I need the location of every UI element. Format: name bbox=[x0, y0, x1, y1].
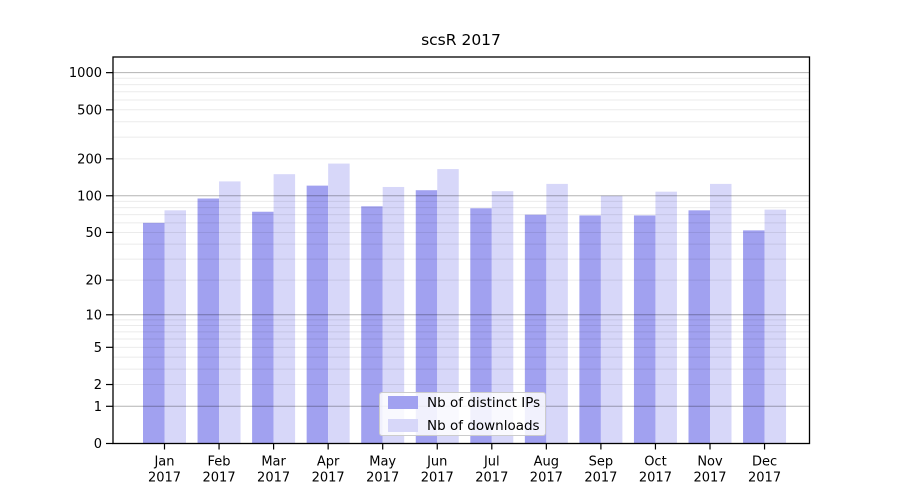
x-tick-label-month-jul: Jul bbox=[483, 455, 500, 470]
x-tick-label-year-jan: 2017 bbox=[148, 471, 181, 486]
legend-swatch-downloads bbox=[388, 419, 418, 432]
legend-swatch-distinct-ips bbox=[388, 396, 418, 409]
bar-distinct-ips-nov bbox=[688, 210, 710, 444]
bar-distinct-ips-jun bbox=[415, 190, 438, 444]
x-tick-label-year-mar: 2017 bbox=[257, 471, 290, 486]
bar-distinct-ips-mar bbox=[252, 211, 274, 444]
bar-downloads-jan bbox=[164, 210, 186, 444]
bar-distinct-ips-sep bbox=[579, 215, 601, 444]
legend-item-downloads: Nb of downloads bbox=[388, 418, 545, 434]
legend-label-downloads: Nb of downloads bbox=[427, 417, 540, 434]
x-tick-label-year-may: 2017 bbox=[366, 471, 399, 486]
y-tick-label-5: 5 bbox=[94, 341, 102, 356]
x-tick-label-month-apr: Apr bbox=[317, 455, 340, 470]
bar-distinct-ips-aug bbox=[524, 214, 547, 444]
y-tick-label-100: 100 bbox=[77, 189, 102, 204]
bar-distinct-ips-feb bbox=[197, 198, 220, 444]
legend: Nb of distinct IPs Nb of downloads bbox=[379, 392, 546, 436]
y-tick-label-1: 1 bbox=[94, 400, 102, 415]
x-tick-label-year-oct: 2017 bbox=[639, 471, 672, 486]
x-tick-label-month-dec: Dec bbox=[752, 455, 777, 470]
bar-downloads-may bbox=[382, 186, 405, 444]
bar-distinct-ips-apr bbox=[306, 185, 329, 444]
gridlines-group bbox=[113, 72, 810, 407]
bar-distinct-ips-jan bbox=[143, 222, 165, 444]
y-tick-label-10: 10 bbox=[85, 308, 102, 323]
x-tick-label-year-sep: 2017 bbox=[584, 471, 617, 486]
x-tick-label-month-aug: Aug bbox=[534, 455, 559, 470]
x-tick-label-month-feb: Feb bbox=[208, 455, 231, 470]
x-tick-label-month-may: May bbox=[369, 455, 396, 470]
bar-downloads-nov bbox=[710, 183, 732, 444]
x-tick-label-year-feb: 2017 bbox=[203, 471, 236, 486]
y-tick-label-50: 50 bbox=[85, 226, 102, 241]
bar-distinct-ips-dec bbox=[743, 230, 765, 444]
legend-item-distinct-ips: Nb of distinct IPs bbox=[388, 395, 545, 411]
x-tick-label-year-apr: 2017 bbox=[312, 471, 345, 486]
bar-downloads-feb bbox=[219, 181, 241, 444]
x-tick-label-month-mar: Mar bbox=[261, 455, 286, 470]
bars-group bbox=[143, 163, 787, 444]
bar-downloads-sep bbox=[600, 195, 623, 444]
x-tick-label-year-jun: 2017 bbox=[421, 471, 454, 486]
y-tick-label-500: 500 bbox=[77, 103, 102, 118]
x-tick-label-month-nov: Nov bbox=[697, 455, 723, 470]
bar-downloads-aug bbox=[546, 183, 568, 444]
bar-downloads-jun bbox=[437, 169, 459, 444]
bar-downloads-apr bbox=[328, 163, 350, 444]
bar-downloads-oct bbox=[655, 191, 677, 444]
legend-label-distinct-ips: Nb of distinct IPs bbox=[427, 394, 541, 411]
y-tick-label-2: 2 bbox=[94, 378, 102, 393]
y-tick-label-1000: 1000 bbox=[69, 66, 102, 81]
bar-distinct-ips-oct bbox=[633, 215, 656, 444]
x-tick-label-year-dec: 2017 bbox=[748, 471, 781, 486]
bar-downloads-jul bbox=[491, 191, 514, 444]
x-tick-label-month-jan: Jan bbox=[153, 455, 174, 470]
plot-frame bbox=[112, 56, 811, 445]
x-tick-label-month-jun: Jun bbox=[426, 455, 447, 470]
y-tick-label-0: 0 bbox=[94, 437, 102, 452]
x-tick-label-month-sep: Sep bbox=[589, 455, 614, 470]
y-tick-label-20: 20 bbox=[85, 274, 102, 289]
chart-title: scsR 2017 bbox=[421, 31, 501, 49]
bar-distinct-ips-jul bbox=[470, 208, 492, 444]
bar-distinct-ips-may bbox=[361, 206, 383, 444]
y-tick-label-200: 200 bbox=[77, 152, 102, 167]
y-axis: 0 1 2 5 10 20 50 100 200 500 1000 bbox=[69, 66, 113, 452]
bar-downloads-mar bbox=[273, 174, 296, 444]
x-tick-label-year-aug: 2017 bbox=[530, 471, 563, 486]
bar-downloads-dec bbox=[764, 209, 787, 444]
x-tick-label-year-nov: 2017 bbox=[693, 471, 726, 486]
x-tick-label-year-jul: 2017 bbox=[475, 471, 508, 486]
x-axis: Jan2017Feb2017Mar2017Apr2017May2017Jun20… bbox=[148, 443, 781, 486]
x-tick-label-month-oct: Oct bbox=[644, 455, 666, 470]
